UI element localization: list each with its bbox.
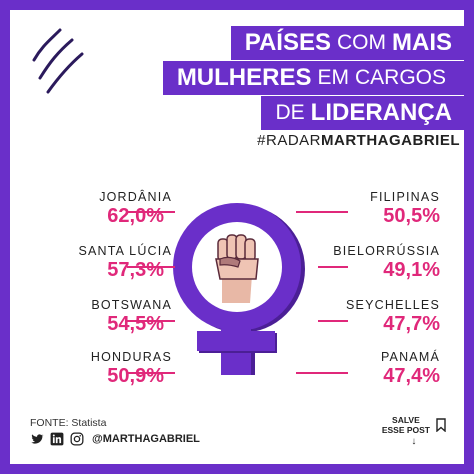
leader-line xyxy=(296,372,348,374)
country-label: HONDURAS xyxy=(90,350,172,364)
title-line-2: MULHERES EM CARGOS xyxy=(162,61,464,95)
stat-bielorrussia: BIELORRÚSSIA 49,1% xyxy=(300,244,440,280)
title-line-3: DE LIDERANÇA xyxy=(261,96,464,130)
stat-seychelles: SEYCHELLES 47,7% xyxy=(300,298,440,334)
source-note: FONTE: Statista xyxy=(30,417,107,429)
brand-logo-icon xyxy=(32,28,84,94)
save-label-line2: ESSE POST xyxy=(381,425,430,436)
percent-value: 47,7% xyxy=(383,313,440,335)
country-label: FILIPINAS xyxy=(370,190,440,204)
percent-value: 49,1% xyxy=(383,259,440,281)
title-line-1: PAÍSES COM MAIS xyxy=(230,26,464,60)
country-label: BOTSWANA xyxy=(91,298,172,312)
save-label-line1: SALVE xyxy=(392,415,420,425)
leader-line xyxy=(127,372,175,374)
percent-value: 57,3% xyxy=(107,259,164,281)
leader-line xyxy=(127,320,175,322)
stat-honduras: HONDURAS 50,9% xyxy=(32,350,172,386)
country-label: JORDÂNIA xyxy=(99,190,172,204)
linkedin-icon[interactable] xyxy=(50,432,64,446)
hashtag-prefix: #RADAR xyxy=(257,132,321,149)
title-word: MAIS xyxy=(392,29,452,56)
percent-value: 62,0% xyxy=(107,205,164,227)
leader-line xyxy=(296,211,348,213)
country-label: PANAMÁ xyxy=(380,350,440,364)
instagram-icon[interactable] xyxy=(70,432,84,446)
profile-handle[interactable]: @MARTHAGABRIEL xyxy=(92,433,200,445)
title-word: EM xyxy=(317,66,349,89)
title-word: COM xyxy=(337,31,386,54)
stat-jordania: JORDÂNIA 62,0% xyxy=(32,190,172,226)
title-word: PAÍSES xyxy=(244,29,331,56)
leader-line xyxy=(318,320,348,322)
percent-value: 54,5% xyxy=(107,313,164,335)
title-word: DE xyxy=(275,101,305,124)
title-word: MULHERES xyxy=(176,64,312,91)
stat-botswana: BOTSWANA 54,5% xyxy=(32,298,172,334)
country-label: BIELORRÚSSIA xyxy=(333,244,440,258)
percent-value: 50,5% xyxy=(383,205,440,227)
twitter-icon[interactable] xyxy=(30,432,44,446)
leader-line xyxy=(318,266,348,268)
country-label: SANTA LÚCIA xyxy=(78,244,172,258)
stat-panama: PANAMÁ 47,4% xyxy=(300,350,440,386)
raised-fist-icon xyxy=(215,234,259,303)
percent-value: 47,4% xyxy=(383,365,440,387)
title-word: CARGOS xyxy=(354,66,446,89)
percent-value: 50,9% xyxy=(107,365,164,387)
stat-filipinas: FILIPINAS 50,5% xyxy=(300,190,440,226)
hashtag-main: MARTHAGABRIEL xyxy=(321,132,460,149)
arrow-down-icon: ↓ xyxy=(411,436,417,448)
save-post-cta[interactable]: SALVE ESSE POST ↓ xyxy=(382,415,446,448)
leader-line xyxy=(127,211,175,213)
social-links: @MARTHAGABRIEL xyxy=(30,432,200,446)
country-label: SEYCHELLES xyxy=(346,298,440,312)
hashtag[interactable]: #RADARMARTHAGABRIEL xyxy=(257,132,460,149)
title-word: LIDERANÇA xyxy=(310,99,452,126)
stat-santa-lucia: SANTA LÚCIA 57,3% xyxy=(32,244,172,280)
leader-line xyxy=(127,266,175,268)
bookmark-icon[interactable] xyxy=(436,418,446,433)
